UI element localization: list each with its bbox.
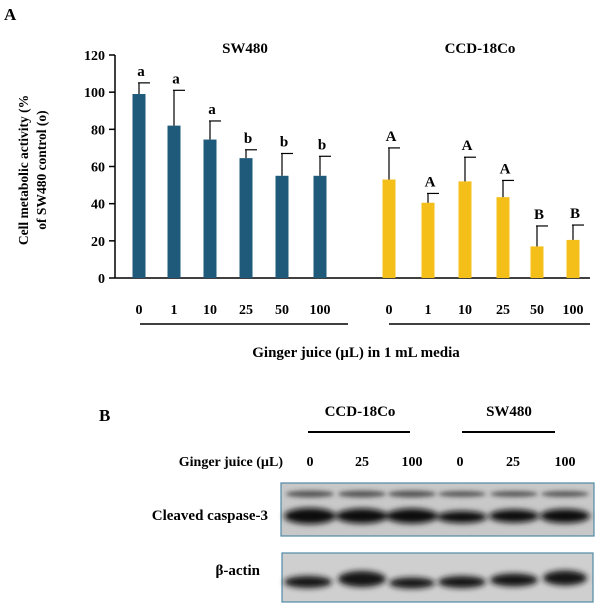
bar xyxy=(313,175,327,278)
blot-cleaved-caspase-3 xyxy=(280,482,595,537)
x-tick-label: 1 xyxy=(425,303,432,318)
blot-label-cleaved-caspase-3: Cleaved caspase-3 xyxy=(152,508,268,524)
significance-letter: b xyxy=(280,134,288,150)
significance-letter: A xyxy=(462,138,473,154)
y-axis-label-line1: Cell metabolic activity (% xyxy=(16,95,31,245)
bar xyxy=(239,158,253,278)
x-tick-label: 10 xyxy=(458,303,472,318)
y-tick-label: 100 xyxy=(84,86,105,101)
series-title: CCD-18Co xyxy=(445,41,516,57)
significance-letter: a xyxy=(137,64,145,80)
bar xyxy=(530,246,544,278)
significance-letter: b xyxy=(318,137,326,153)
bar xyxy=(132,94,146,279)
significance-letter: A xyxy=(386,129,397,145)
bar xyxy=(566,239,580,278)
x-tick-label: 0 xyxy=(386,303,393,318)
y-axis-label-line2: of SW480 control (o) xyxy=(34,110,49,229)
x-tick-label: 0 xyxy=(136,303,143,318)
panel-a-label: A xyxy=(4,5,17,24)
panel-b-label: B xyxy=(99,406,110,425)
blot-label-beta-actin: β-actin xyxy=(215,563,260,579)
x-tick-label: 100 xyxy=(563,303,584,318)
x-tick-label: 50 xyxy=(275,303,289,318)
y-tick-label: 20 xyxy=(91,235,105,250)
series-title: SW480 xyxy=(222,41,268,57)
dose-sw-100: 100 xyxy=(555,455,576,470)
bar xyxy=(275,175,289,278)
bar xyxy=(458,181,472,278)
blot-group-sw480: SW480 xyxy=(486,404,532,420)
significance-letter: a xyxy=(208,102,216,118)
significance-letter: b xyxy=(244,131,252,147)
bar xyxy=(421,202,435,278)
bar xyxy=(496,197,510,278)
significance-letter: A xyxy=(425,174,436,190)
dose-ccd-0: 0 xyxy=(307,455,314,470)
y-tick-label: 40 xyxy=(91,198,105,213)
x-tick-label: 1 xyxy=(171,303,178,318)
bar xyxy=(382,179,396,278)
x-tick-label: 100 xyxy=(310,303,331,318)
bar xyxy=(203,139,217,278)
dose-sw-25: 25 xyxy=(506,455,520,470)
significance-letter: A xyxy=(500,161,511,177)
y-tick-label: 80 xyxy=(91,123,105,138)
significance-letter: B xyxy=(570,206,580,222)
x-tick-label: 25 xyxy=(239,303,253,318)
blot-group-ccd18co: CCD-18Co xyxy=(325,404,396,420)
dose-sw-0: 0 xyxy=(457,455,464,470)
x-tick-label: 10 xyxy=(203,303,217,318)
significance-letter: B xyxy=(534,207,544,223)
significance-letter: a xyxy=(172,71,180,87)
y-tick-label: 0 xyxy=(98,272,105,287)
bar xyxy=(167,125,181,278)
x-tick-label: 50 xyxy=(530,303,544,318)
blot-beta-actin xyxy=(281,552,594,603)
dose-ccd-100: 100 xyxy=(402,455,423,470)
ginger-juice-row-label: Ginger juice (µL) xyxy=(179,455,284,470)
y-tick-label: 120 xyxy=(84,49,105,64)
x-tick-label: 25 xyxy=(496,303,510,318)
dose-ccd-25: 25 xyxy=(355,455,369,470)
y-tick-label: 60 xyxy=(91,161,105,176)
x-axis-label: Ginger juice (µL) in 1 mL media xyxy=(252,345,460,361)
